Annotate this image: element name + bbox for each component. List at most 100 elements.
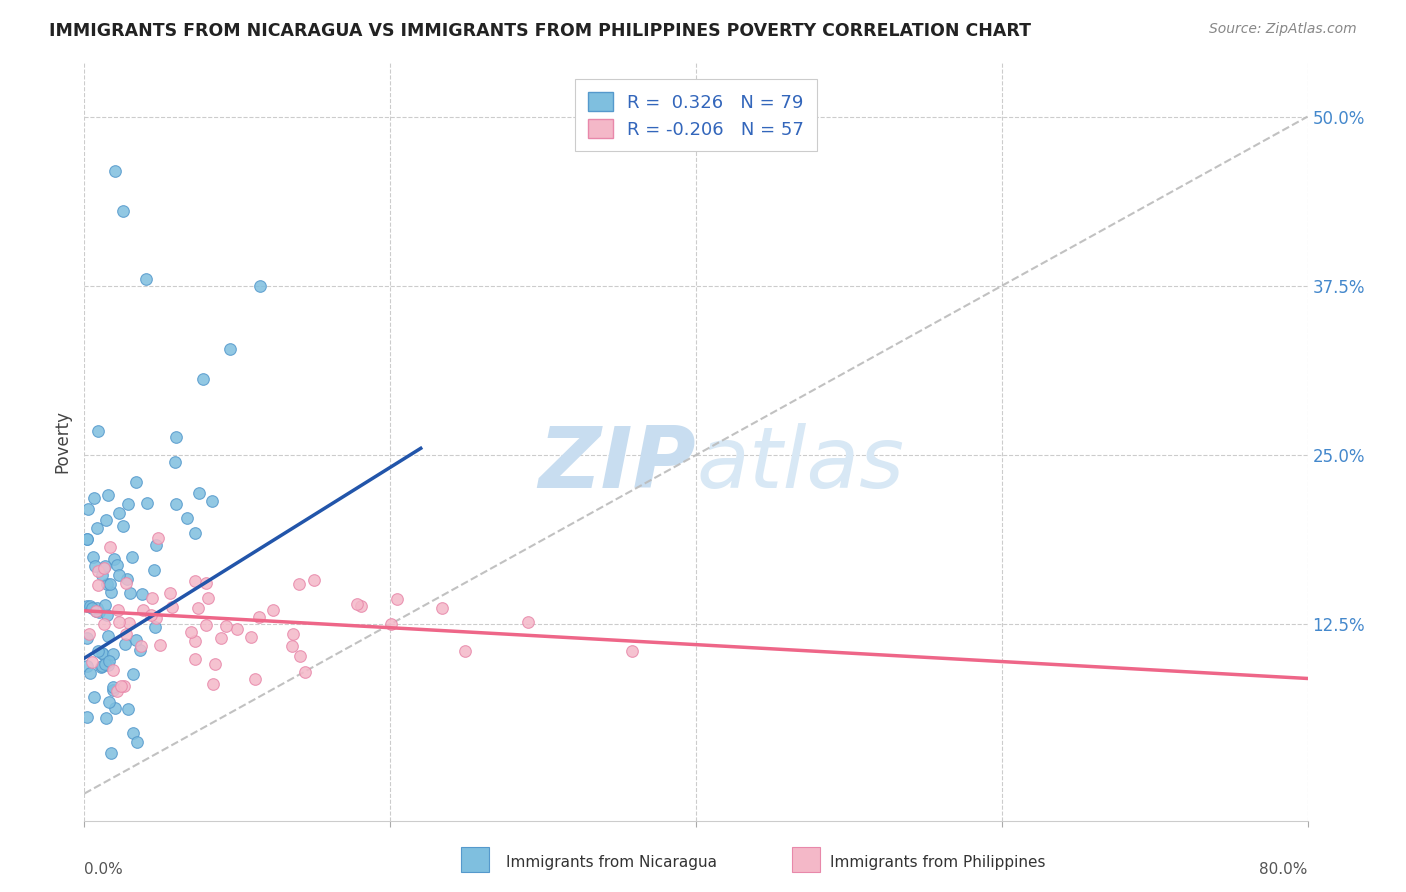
Point — [243, 672, 266, 686]
Point — [105, 684, 128, 698]
Point — [162, 599, 184, 614]
Point — [84, 604, 107, 618]
Point — [86, 601, 108, 615]
Point — [201, 494, 224, 508]
Point — [201, 677, 224, 691]
Point — [176, 511, 198, 525]
Point — [94, 657, 117, 671]
Point — [131, 587, 153, 601]
Point — [184, 526, 207, 541]
Point — [77, 502, 100, 516]
Point — [350, 599, 373, 613]
Point — [100, 746, 122, 760]
Point — [104, 163, 127, 178]
Point — [118, 586, 141, 600]
Point — [79, 599, 101, 614]
Point — [129, 639, 152, 653]
Point — [76, 532, 98, 546]
Bar — [461, 847, 489, 872]
Point — [209, 631, 232, 645]
Point — [101, 663, 124, 677]
Point — [146, 531, 169, 545]
Point — [145, 538, 167, 552]
Point — [141, 591, 163, 605]
Point — [117, 497, 139, 511]
Point — [149, 638, 172, 652]
Point — [105, 558, 128, 572]
Text: Source: ZipAtlas.com: Source: ZipAtlas.com — [1209, 22, 1357, 37]
Point — [118, 615, 141, 630]
Point — [87, 564, 110, 578]
Point — [132, 603, 155, 617]
Point — [143, 620, 166, 634]
Point — [197, 591, 219, 605]
Point — [183, 634, 205, 648]
Point — [249, 278, 271, 293]
Point — [184, 651, 207, 665]
Point — [93, 561, 115, 575]
Point — [83, 559, 105, 574]
Point — [87, 643, 110, 657]
Point — [135, 272, 157, 286]
Point — [163, 455, 186, 469]
Point — [98, 695, 121, 709]
Point — [97, 488, 120, 502]
Point — [114, 637, 136, 651]
Point — [288, 577, 311, 591]
Point — [294, 665, 316, 680]
Point — [135, 496, 157, 510]
Point — [125, 632, 148, 647]
Point — [194, 618, 217, 632]
Point — [122, 667, 145, 681]
Point — [80, 601, 103, 615]
Point — [94, 512, 117, 526]
Point — [98, 540, 121, 554]
Point — [82, 656, 104, 670]
Point — [159, 586, 181, 600]
Point — [79, 665, 101, 680]
Point — [141, 608, 163, 623]
Point — [193, 371, 215, 385]
Point — [110, 679, 132, 693]
Point — [79, 626, 101, 640]
Point — [96, 607, 118, 622]
Point — [194, 576, 217, 591]
Point — [115, 572, 138, 586]
Point — [76, 599, 98, 613]
Text: 80.0%: 80.0% — [1260, 863, 1308, 878]
Point — [111, 518, 134, 533]
Point — [122, 725, 145, 739]
Point — [97, 658, 120, 673]
Point — [93, 558, 115, 573]
Point — [288, 648, 311, 663]
Point — [249, 610, 271, 624]
Text: atlas: atlas — [696, 423, 904, 506]
Point — [101, 647, 124, 661]
Point — [180, 625, 202, 640]
Point — [87, 577, 110, 591]
Point — [225, 622, 247, 636]
Text: 0.0%: 0.0% — [84, 863, 124, 878]
Point — [83, 491, 105, 505]
Point — [214, 619, 236, 633]
Point — [204, 657, 226, 671]
Point — [101, 683, 124, 698]
Point — [97, 654, 120, 668]
Point — [104, 700, 127, 714]
Point — [91, 659, 114, 673]
Point — [86, 521, 108, 535]
Text: IMMIGRANTS FROM NICARAGUA VS IMMIGRANTS FROM PHILIPPINES POVERTY CORRELATION CHA: IMMIGRANTS FROM NICARAGUA VS IMMIGRANTS … — [49, 22, 1031, 40]
Point — [165, 429, 187, 443]
Point — [107, 603, 129, 617]
Point — [103, 552, 125, 566]
Point — [117, 702, 139, 716]
Legend: R =  0.326   N = 79, R = -0.206   N = 57: R = 0.326 N = 79, R = -0.206 N = 57 — [575, 79, 817, 152]
Point — [240, 630, 263, 644]
Point — [302, 573, 325, 587]
Text: Immigrants from Philippines: Immigrants from Philippines — [830, 855, 1045, 870]
Text: Immigrants from Nicaragua: Immigrants from Nicaragua — [506, 855, 717, 870]
Point — [107, 568, 129, 582]
Point — [454, 644, 477, 658]
Point — [82, 549, 104, 564]
Point — [145, 611, 167, 625]
